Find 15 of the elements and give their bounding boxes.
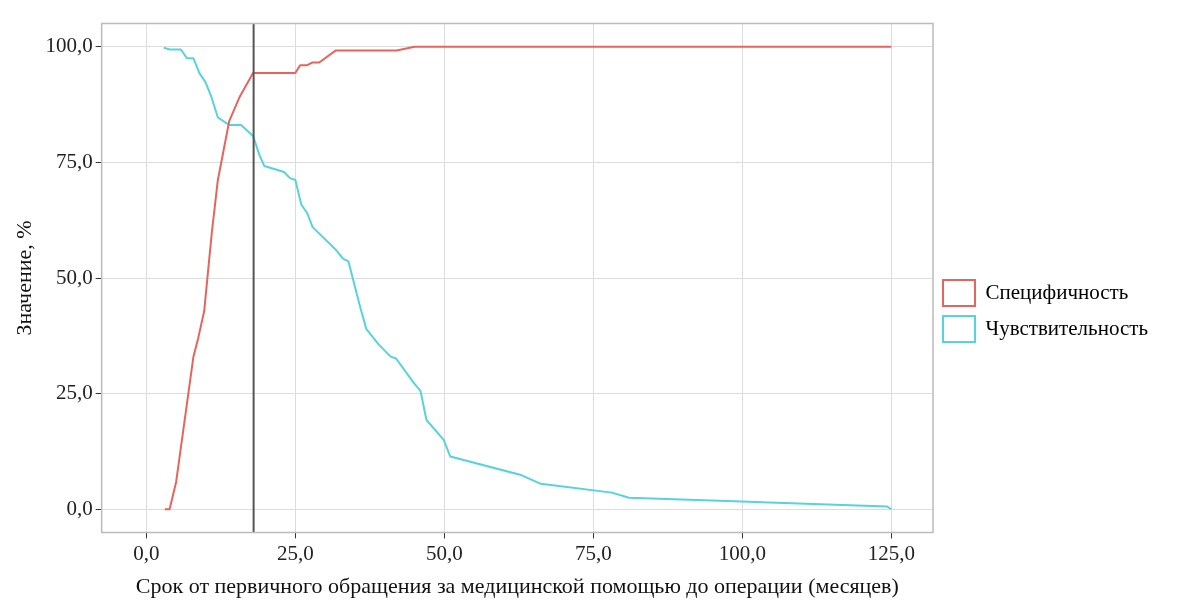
- y-tick-label: 75,0: [55, 148, 93, 173]
- x-tick-label: 100,0: [718, 540, 766, 565]
- x-tick-label: 75,0: [574, 540, 612, 565]
- y-axis-title: Значение, %: [10, 220, 36, 336]
- x-axis-title: Срок от первичного обращения за медицинской помощью до операции (месяцев): [135, 572, 899, 598]
- x-tick-label: 50,0: [425, 540, 463, 565]
- y-tick-label: 50,0: [55, 264, 93, 289]
- x-tick-label: 125,0: [867, 540, 915, 565]
- x-tick-label: 25,0: [276, 540, 314, 565]
- y-tick-label: 0,0: [66, 495, 93, 520]
- legend-label: Чувствительность: [985, 315, 1148, 340]
- legend-label: Специфичность: [985, 279, 1129, 304]
- y-tick-label: 100,0: [45, 33, 93, 58]
- x-tick-label: 0,0: [133, 540, 160, 565]
- y-tick-label: 25,0: [55, 380, 93, 405]
